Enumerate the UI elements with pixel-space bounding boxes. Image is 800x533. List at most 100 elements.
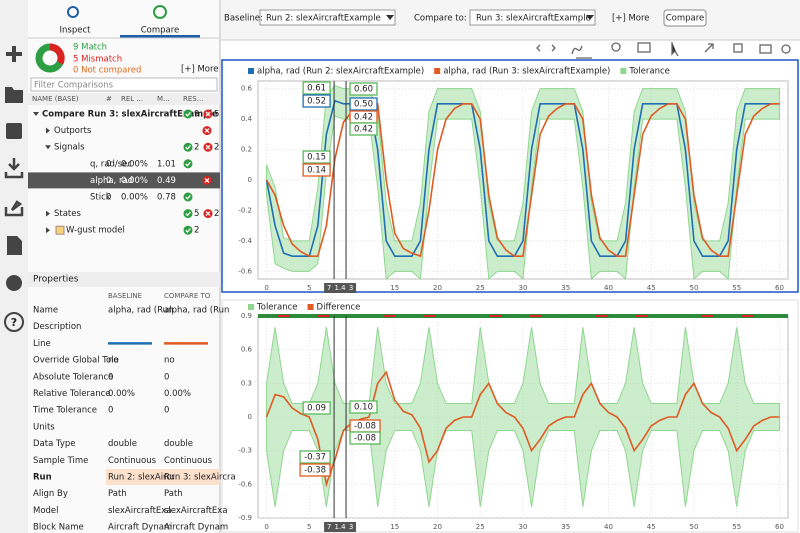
help-glyph: ? xyxy=(11,316,17,329)
badge-glyph xyxy=(205,111,211,117)
export-icon[interactable] xyxy=(4,200,24,217)
status-fail xyxy=(702,315,714,317)
cursor-readout: 0.42 xyxy=(354,113,373,123)
x-tick-label: 35 xyxy=(561,284,570,292)
help-icon[interactable] xyxy=(4,312,24,332)
y-tick-label: 0.9 xyxy=(241,312,252,320)
fullscreen-tool[interactable] xyxy=(733,43,743,53)
selected-row xyxy=(28,172,220,189)
cursor-tag: 1.4 xyxy=(334,284,346,292)
settings-icon[interactable] xyxy=(6,275,22,291)
x-tick-label: 60 xyxy=(775,523,784,531)
tree-label[interactable]: Outports xyxy=(54,126,92,136)
settings-tool[interactable] xyxy=(781,44,791,54)
column-header-label: REL ... xyxy=(121,95,143,103)
nav-icons[interactable] xyxy=(536,44,556,52)
readout-box xyxy=(349,431,381,445)
x-tick-label: 50 xyxy=(690,284,699,292)
tree-label[interactable]: Compare Run 3: slexAircraftExample xyxy=(42,110,218,120)
x-tick-label: 15 xyxy=(390,284,399,292)
zoom-tool[interactable] xyxy=(611,42,621,52)
y-tick-label: 0.3 xyxy=(241,379,252,387)
baseline-value: alpha, rad (Run xyxy=(108,306,173,316)
compare-icon xyxy=(153,5,167,19)
cursor-tool[interactable] xyxy=(571,45,592,59)
expand-tool[interactable] xyxy=(704,43,714,53)
status-fail xyxy=(490,315,502,317)
baseline-dropdown[interactable] xyxy=(259,9,396,26)
legend-label: Tolerance xyxy=(628,67,670,77)
column-header-label: M... xyxy=(157,95,170,103)
y-tick-label: 0.4 xyxy=(241,115,253,123)
highlight-row xyxy=(106,469,220,485)
pass-icon xyxy=(183,209,193,219)
tree-label[interactable]: Stick xyxy=(90,193,111,203)
y-tick-label: -0.6 xyxy=(238,480,252,488)
compare-value: slexAircraftExa xyxy=(164,506,228,516)
cursor-readout: 0.61 xyxy=(307,84,326,94)
tree-label[interactable]: W-gust model xyxy=(66,226,125,236)
property-name: Relative Tolerance xyxy=(33,389,111,399)
x-tick-label: 0 xyxy=(264,284,268,292)
cursor-readout: 0.09 xyxy=(307,404,326,414)
baseline-label: Baseline: xyxy=(224,14,263,24)
x-tick-label: 20 xyxy=(433,523,442,531)
import-icon[interactable] xyxy=(4,158,24,179)
filter-placeholder[interactable]: Filter Comparisons xyxy=(34,81,114,91)
legend-swatch xyxy=(434,68,441,74)
compare-dropdown[interactable] xyxy=(469,9,596,26)
inspect-tab[interactable]: Inspect xyxy=(60,26,92,36)
not-compared-count: 0 Not compared xyxy=(73,66,141,76)
compare-button[interactable] xyxy=(663,9,707,27)
cursor-readout: -0.08 xyxy=(354,434,376,444)
tree-label[interactable]: Signals xyxy=(54,143,85,153)
status-fail xyxy=(318,315,330,317)
summary-more[interactable]: [+] More xyxy=(181,65,219,75)
y-tick-label: 0.6 xyxy=(241,346,253,354)
x-tick-label: 15 xyxy=(390,523,399,531)
compare-value: 0 xyxy=(164,406,169,416)
compare-value[interactable]: Run 3: slexAircraftExample xyxy=(476,14,591,24)
tree-label[interactable]: alpha, rad xyxy=(90,176,133,186)
cursor-readout: 0.15 xyxy=(307,153,326,163)
readout-box xyxy=(299,450,331,464)
column-header-label: # xyxy=(106,95,112,103)
filter-box[interactable] xyxy=(30,77,218,92)
save-icon[interactable] xyxy=(6,123,22,139)
mismatch-count: 5 Mismatch xyxy=(73,55,122,65)
badge-glyph xyxy=(185,228,191,233)
y-tick-label: 0 xyxy=(248,413,252,421)
cursor-tag-bg xyxy=(324,522,357,532)
badge-glyph xyxy=(185,194,191,200)
tree-label[interactable]: q, rad/sec xyxy=(90,159,132,169)
select-tool[interactable] xyxy=(671,42,679,57)
status-fail xyxy=(424,315,436,317)
y-tick-label: -0.4 xyxy=(238,237,252,245)
cursor-readout: 0.52 xyxy=(307,97,326,107)
report-icon[interactable] xyxy=(7,236,22,255)
compare-value: double xyxy=(164,439,193,449)
compare-button-label[interactable]: Compare xyxy=(666,14,705,24)
y-tick-label: -0.6 xyxy=(238,267,252,275)
tree-label[interactable]: States xyxy=(54,209,81,219)
baseline-value[interactable]: Run 2: slexAircraftExample xyxy=(266,14,381,24)
pass-icon xyxy=(183,109,193,119)
snapshot-tool[interactable] xyxy=(759,44,772,54)
legend-swatch xyxy=(307,304,314,310)
open-icon[interactable] xyxy=(5,87,23,103)
compare-value: Continuous xyxy=(164,456,213,466)
cursor-tag: 7 xyxy=(327,284,331,292)
readout-box xyxy=(302,150,331,164)
pass-icon xyxy=(183,192,193,202)
rel-tol: 0.00% xyxy=(121,176,148,186)
compare-tab[interactable]: Compare xyxy=(141,26,180,36)
pass-count: 2 xyxy=(194,143,199,153)
abs-tol: 0 xyxy=(106,159,111,169)
baseline-value: 0 xyxy=(108,372,113,382)
x-tick-label: 55 xyxy=(732,523,741,531)
fit-tool[interactable] xyxy=(637,42,651,53)
readout-box xyxy=(349,400,378,414)
rel-tol: 0.00% xyxy=(121,159,148,169)
abs-tol: 0 xyxy=(106,193,111,203)
toolbar-more[interactable]: [+] More xyxy=(612,14,650,24)
